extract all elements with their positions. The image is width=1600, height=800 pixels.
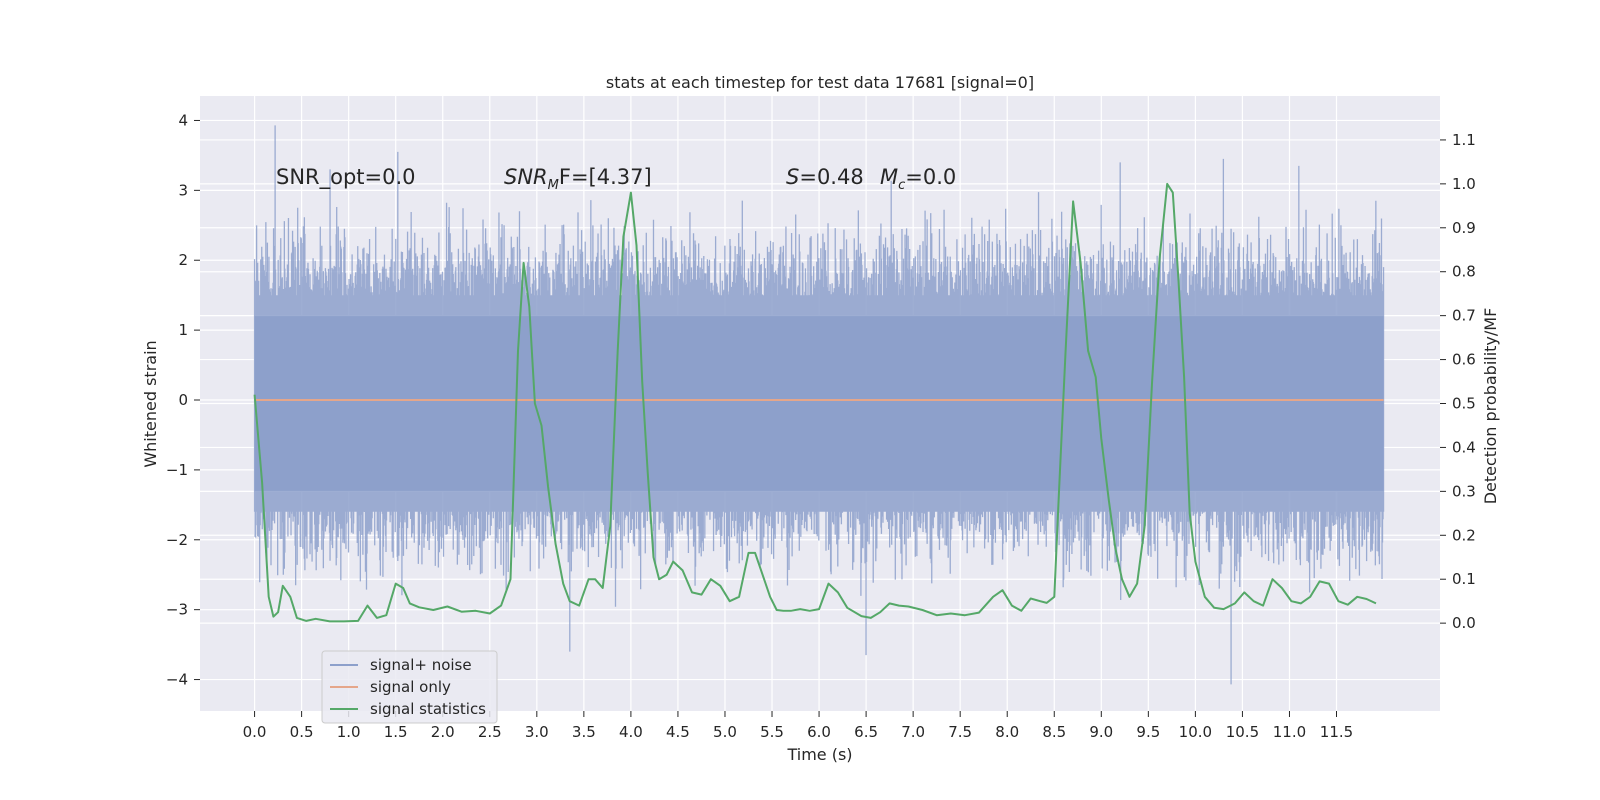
x-tick-label: 3.5: [572, 723, 596, 741]
y-tick-label: −4: [166, 671, 188, 689]
x-tick-label: 10.0: [1179, 723, 1212, 741]
x-tick-label: 7.0: [901, 723, 925, 741]
x-tick-label: 5.5: [760, 723, 784, 741]
y-right-axis-label: Detection probability/MF: [1481, 308, 1500, 505]
y-tick-label: 3: [178, 181, 188, 199]
x-tick-label: 0.0: [243, 723, 267, 741]
annotation-snr-opt: SNR_opt=0.0: [276, 165, 416, 190]
y-tick-label: 1: [178, 321, 188, 339]
x-tick-label: 3.0: [525, 723, 549, 741]
x-tick-label: 9.0: [1089, 723, 1113, 741]
x-tick-label: 4.5: [666, 723, 690, 741]
legend: signal+ noise signal only signal statist…: [321, 650, 498, 724]
x-tick-label: 11.5: [1320, 723, 1353, 741]
y-right-tick-label: 0.9: [1452, 219, 1476, 237]
legend-label-signal-only: signal only: [370, 678, 451, 696]
series-signal-noise: [253, 125, 1385, 685]
x-tick-label: 11.0: [1273, 723, 1306, 741]
y-right-tick-label: 1.1: [1452, 131, 1476, 149]
legend-label-signal-statistics: signal statistics: [370, 700, 486, 718]
x-tick-label: 8.0: [995, 723, 1019, 741]
x-tick-label: 1.5: [384, 723, 408, 741]
x-tick-label: 8.5: [1042, 723, 1066, 741]
y-right-tick-label: 0.8: [1452, 263, 1476, 281]
x-tick-label: 4.0: [619, 723, 643, 741]
signal-noise-core-band: [254, 316, 1384, 491]
x-tick-label: 5.0: [713, 723, 737, 741]
x-tick-label: 2.5: [478, 723, 502, 741]
annotation-mc: Mc=0.0: [880, 165, 956, 193]
annotation-mc-main: M: [880, 165, 898, 189]
y-right-tick-label: 0.5: [1452, 395, 1476, 413]
y-right-tick-label: 0.7: [1452, 307, 1476, 325]
legend-label-signal-noise: signal+ noise: [370, 656, 472, 674]
annotation-snr-mf-rest: F=[4.37]: [559, 165, 652, 189]
x-tick-label: 2.0: [431, 723, 455, 741]
series-signal-statistics: [253, 182, 1377, 623]
y-axis-label: Whitened strain: [141, 340, 160, 467]
y-tick-label: 0: [178, 391, 188, 409]
x-tick-label: 0.5: [290, 723, 314, 741]
annotation-s: S=0.48: [786, 165, 864, 189]
y-tick-label: −2: [166, 531, 188, 549]
y-tick-label: −3: [166, 601, 188, 619]
chart-title: stats at each timestep for test data 176…: [606, 73, 1034, 92]
y-tick-label: 2: [178, 251, 188, 269]
y-right-tick-label: 0.3: [1452, 482, 1476, 500]
x-axis-ticks: 0.0 0.5 1.0 1.5 2.0 2.5 3.0 3.5 4.0 4.5 5.0 5.5 6.0 6…: [243, 711, 1353, 741]
legend-box: [321, 650, 498, 724]
signal-statistics-line: [253, 182, 1377, 623]
y-right-tick-label: 0.0: [1452, 614, 1476, 632]
annotation-snr-mf: SNRMF=[4.37]: [504, 165, 652, 193]
y-right-axis-ticks: 0.0 0.1 0.2 0.3 0.4 0.5 0.6 0.7 0.8 0.9 1.0 1.1: [1440, 131, 1476, 632]
annotation-mc-sub: c: [898, 178, 905, 193]
x-tick-label: 7.5: [948, 723, 972, 741]
y-right-tick-label: 1.0: [1452, 175, 1476, 193]
x-axis-label: Time (s): [786, 745, 852, 764]
annotation-s-main: S: [786, 165, 799, 189]
annotation-snr-mf-main: SNR: [504, 165, 548, 189]
annotation-snr-mf-sub: M: [548, 178, 559, 193]
y-axis-ticks: −4 −3 −2 −1 0 1 2 3 4: [166, 111, 200, 689]
x-tick-label: 6.5: [854, 723, 878, 741]
x-tick-label: 1.0: [337, 723, 361, 741]
annotation-s-value: =0.48: [799, 165, 863, 189]
y-right-tick-label: 0.2: [1452, 526, 1476, 544]
y-right-tick-label: 0.4: [1452, 438, 1476, 456]
y-right-tick-label: 0.6: [1452, 351, 1476, 369]
y-tick-label: 4: [178, 111, 188, 129]
x-tick-label: 9.5: [1136, 723, 1160, 741]
annotation-mc-value: =0.0: [905, 165, 956, 189]
y-tick-label: −1: [166, 461, 188, 479]
x-tick-label: 6.0: [807, 723, 831, 741]
x-tick-label: 10.5: [1226, 723, 1259, 741]
y-right-tick-label: 0.1: [1452, 570, 1476, 588]
